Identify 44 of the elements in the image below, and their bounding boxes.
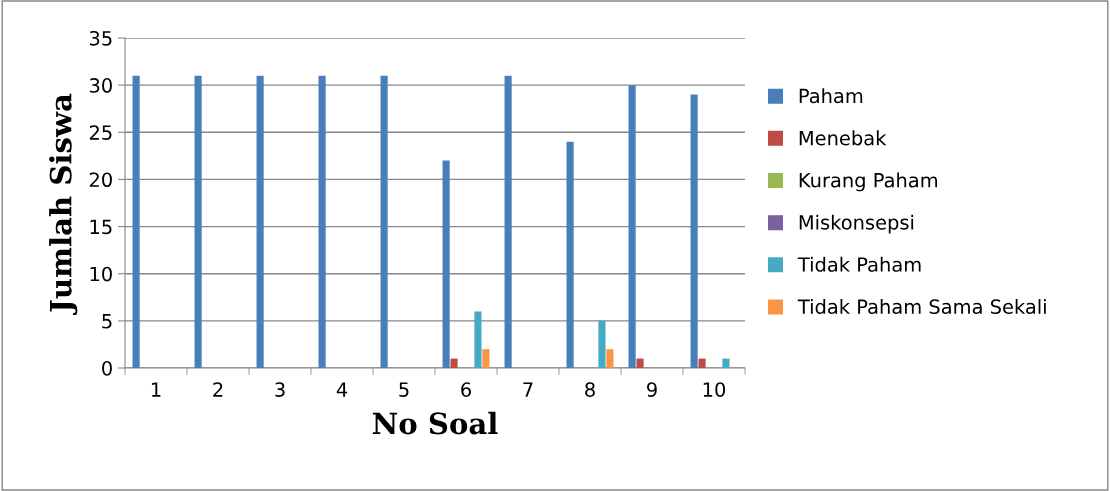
- bar: [474, 311, 482, 368]
- y-tick-label: 35: [89, 30, 112, 46]
- bar: [598, 320, 606, 368]
- bar: [690, 94, 698, 368]
- y-tick-label: 30: [89, 78, 112, 93]
- bar: [450, 358, 458, 368]
- legend-label: Kurang Paham: [799, 172, 938, 192]
- x-tick-label: 5: [399, 382, 409, 397]
- y-tick-label: 10: [90, 266, 112, 282]
- x-tick-label: 6: [461, 382, 471, 397]
- y-tick-label: 5: [102, 314, 112, 329]
- bar: [722, 358, 730, 368]
- bar: [636, 358, 644, 368]
- legend-label: Tidak Paham: [797, 256, 921, 272]
- bar: [380, 75, 388, 368]
- bar: [256, 75, 264, 368]
- bar: [132, 75, 140, 368]
- x-tick-label: 7: [523, 382, 533, 397]
- legend-label: Tidak Paham Sama Sekali: [797, 298, 1046, 315]
- bar: [318, 75, 326, 368]
- x-tick-label: 8: [585, 382, 595, 397]
- x-axis-title: No Soal: [372, 411, 498, 435]
- bar: [194, 75, 202, 368]
- bar: [504, 75, 512, 368]
- x-tick-label: 1: [151, 382, 161, 397]
- x-tick-label: 3: [275, 382, 285, 397]
- bar: [606, 349, 614, 368]
- bar: [698, 358, 706, 368]
- legend-label: Paham: [799, 88, 863, 104]
- y-tick-label: 0: [102, 360, 112, 376]
- y-tick-label: 15: [90, 219, 112, 235]
- bar: [628, 85, 636, 368]
- x-tick-label: 2: [213, 382, 223, 397]
- legend-label: Menebak: [799, 130, 887, 146]
- y-axis-title: Jumlah Siswa: [49, 93, 78, 316]
- y-tick-label: 25: [89, 125, 112, 140]
- x-tick-label: 10: [703, 382, 726, 397]
- bar: [566, 141, 574, 368]
- bar: [442, 160, 450, 368]
- x-tick-label: 9: [647, 382, 657, 397]
- legend-label: Miskonsepsi: [799, 214, 914, 234]
- bar: [482, 349, 490, 368]
- x-tick-label: 4: [336, 382, 348, 397]
- y-tick-label: 20: [89, 172, 112, 188]
